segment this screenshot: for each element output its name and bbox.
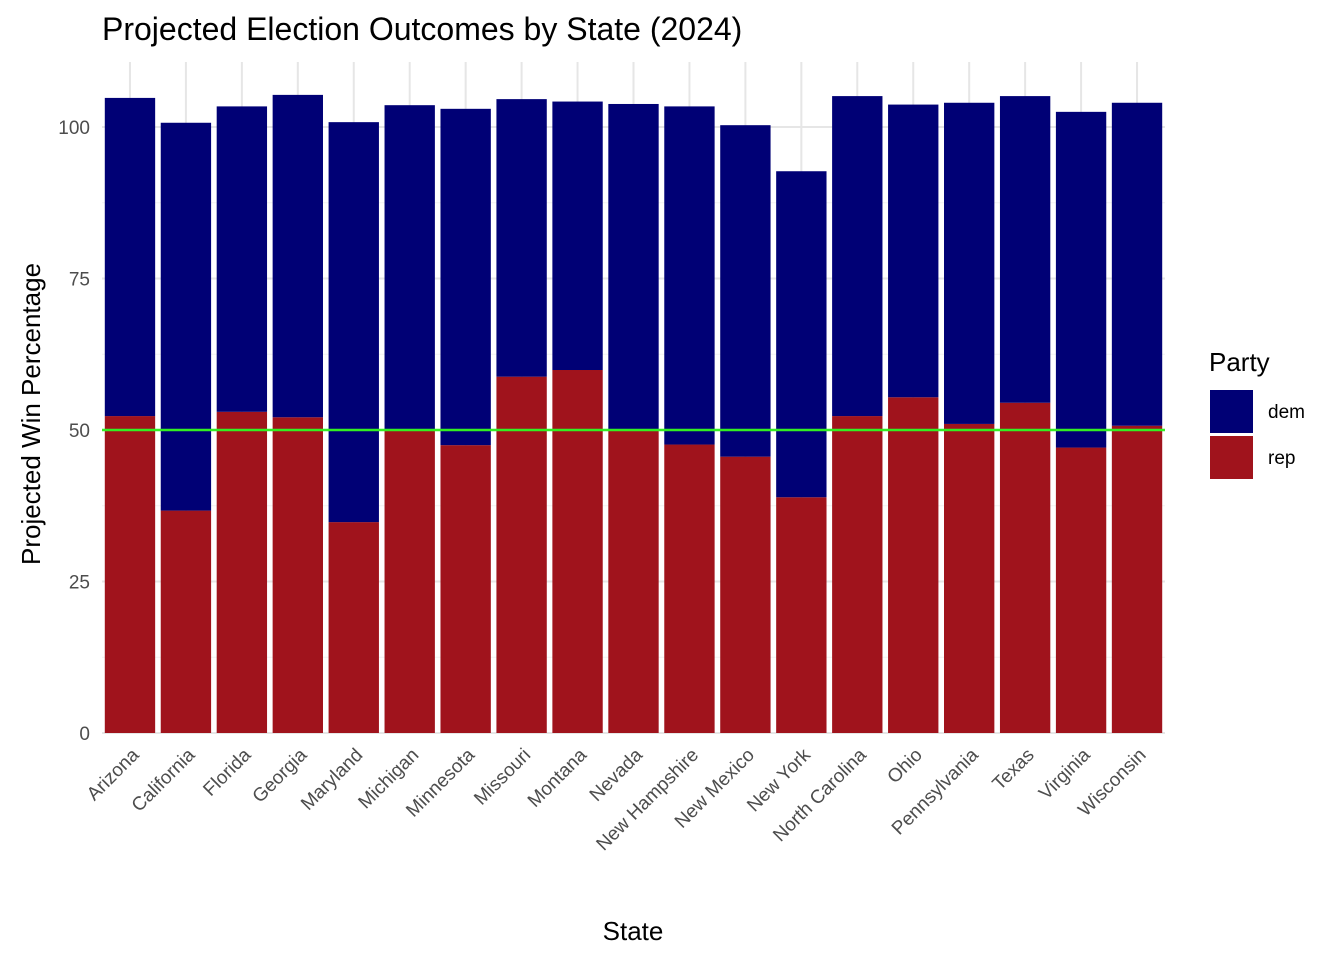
bar-rep-minnesota — [440, 445, 491, 733]
bar-dem-texas — [999, 96, 1051, 403]
bar-rep-montana — [552, 370, 603, 733]
legend-title: Party — [1209, 347, 1270, 377]
y-tick-label: 0 — [79, 724, 90, 745]
bar-rep-new-hampshire — [664, 444, 715, 733]
bar-dem-arizona — [104, 97, 156, 417]
y-tick-label: 75 — [69, 270, 90, 291]
bar-dem-michigan — [384, 105, 435, 431]
bar-dem-nevada — [608, 103, 659, 430]
x-tick-label: Florida — [199, 744, 255, 800]
bar-rep-florida — [216, 411, 268, 733]
bar-rep-california — [160, 510, 212, 733]
bar-rep-texas — [999, 402, 1051, 733]
bar-rep-wisconsin — [1111, 425, 1163, 733]
legend-key-dem — [1210, 390, 1253, 433]
x-tick-label: Texas — [989, 745, 1039, 795]
bar-rep-new-mexico — [720, 456, 771, 733]
x-axis-title: State — [603, 916, 664, 946]
bar-rep-pennsylvania — [944, 423, 995, 733]
bar-dem-california — [160, 122, 212, 511]
y-axis-title: Projected Win Percentage — [16, 263, 46, 565]
bar-rep-north-carolina — [832, 416, 883, 733]
bar-rep-maryland — [328, 522, 379, 733]
bar-dem-pennsylvania — [944, 102, 995, 424]
bar-rep-missouri — [496, 376, 547, 733]
bar-dem-montana — [552, 101, 603, 371]
legend-label-rep: rep — [1268, 448, 1295, 469]
y-tick-label: 25 — [69, 573, 90, 594]
y-axis: 0 25 50 75 100 — [58, 118, 90, 745]
y-tick-label: 50 — [69, 421, 90, 442]
x-tick-label: Maryland — [297, 745, 367, 815]
x-tick-label: New Hampshire — [593, 745, 703, 855]
bar-rep-nevada — [608, 429, 659, 733]
bar-rep-ohio — [888, 397, 939, 733]
bar-dem-new-mexico — [720, 125, 771, 457]
bar-dem-georgia — [272, 94, 323, 418]
legend-label-dem: dem — [1268, 402, 1305, 423]
x-tick-label: Ohio — [884, 745, 927, 788]
bar-dem-new-hampshire — [664, 106, 715, 445]
bar-dem-virginia — [1055, 111, 1107, 448]
bar-dem-north-carolina — [832, 96, 883, 417]
bar-rep-new-york — [776, 497, 827, 733]
y-tick-label: 100 — [58, 118, 90, 139]
legend-key-rep — [1210, 436, 1253, 479]
bar-dem-new-york — [776, 171, 827, 498]
bar-rep-georgia — [272, 417, 323, 733]
bar-dem-wisconsin — [1111, 102, 1163, 426]
bar-dem-florida — [216, 106, 268, 412]
bar-dem-maryland — [328, 122, 379, 523]
bar-rep-arizona — [104, 416, 156, 733]
bars — [104, 94, 1163, 733]
bar-rep-virginia — [1055, 447, 1107, 733]
chart-title: Projected Election Outcomes by State (20… — [102, 11, 742, 47]
bar-dem-ohio — [888, 104, 939, 398]
bar-rep-michigan — [384, 430, 435, 733]
legend: Party dem rep — [1209, 347, 1305, 479]
bar-dem-minnesota — [440, 108, 491, 446]
x-tick-label: Montana — [524, 744, 591, 811]
bar-dem-missouri — [496, 99, 547, 377]
